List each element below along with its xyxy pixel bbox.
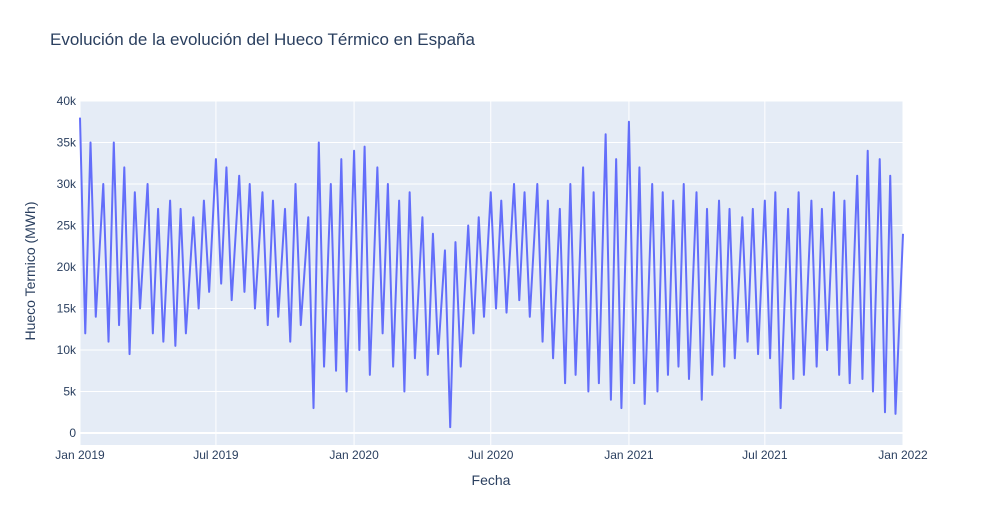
x-axis-title: Fecha — [472, 472, 511, 488]
y-axis-title: Hueco Termico (MWh) — [22, 202, 38, 341]
y-tick-label: 25k — [57, 218, 77, 232]
y-tick-label: 15k — [57, 301, 77, 315]
y-tick-label: 0 — [69, 426, 76, 440]
x-tick-label: Jan 2019 — [55, 448, 105, 462]
y-tick-label: 20k — [57, 260, 77, 274]
plot-area — [80, 101, 903, 445]
x-tick-label: Jan 2022 — [878, 448, 928, 462]
x-tick-label: Jul 2019 — [193, 448, 239, 462]
x-tick-label: Jul 2021 — [742, 448, 788, 462]
y-tick-label: 5k — [63, 384, 77, 398]
chart-title: Evolución de la evolución del Hueco Térm… — [50, 30, 475, 49]
x-tick-label: Jul 2020 — [468, 448, 514, 462]
y-tick-label: 40k — [57, 94, 77, 108]
y-tick-label: 10k — [57, 343, 77, 357]
x-tick-label: Jan 2021 — [604, 448, 654, 462]
y-tick-label: 30k — [57, 177, 77, 191]
data-line — [79, 117, 904, 429]
x-tick-label: Jan 2020 — [329, 448, 379, 462]
y-tick-label: 35k — [57, 135, 77, 149]
